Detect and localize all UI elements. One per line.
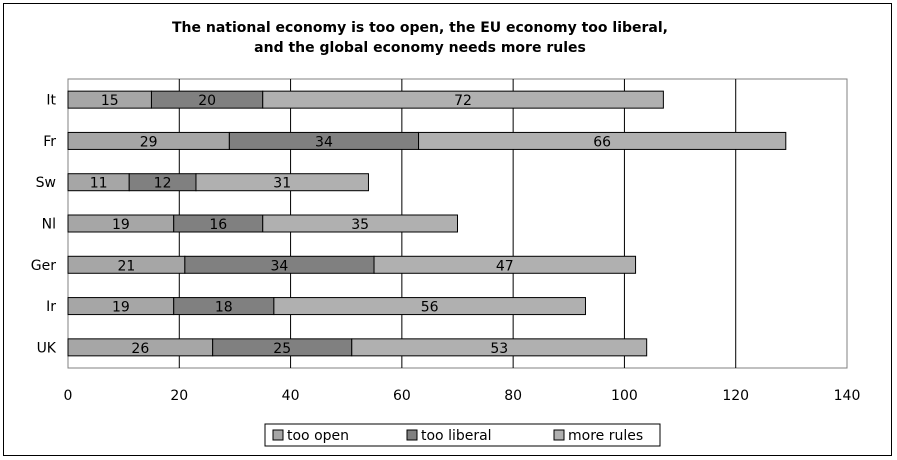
data-label: 19 [112, 217, 130, 233]
data-label: 35 [351, 217, 369, 233]
legend-label: too open [287, 428, 349, 444]
legend-label: too liberal [421, 428, 492, 444]
category-label: Ir [46, 299, 56, 315]
category-label: Nl [42, 217, 56, 233]
bar-segment [351, 338, 648, 357]
x-tick-label: 80 [504, 388, 522, 404]
x-tick-labels: 0 20 40 60 80 100 120 140 [64, 388, 861, 404]
data-label: 19 [112, 300, 130, 316]
data-label: 18 [215, 300, 233, 316]
data-label: 66 [593, 134, 611, 150]
x-tick-label: 0 [64, 388, 73, 404]
bar-segment [418, 131, 787, 150]
x-tick-label: 140 [834, 388, 861, 404]
data-label: 11 [90, 176, 108, 192]
data-label: 25 [273, 341, 291, 357]
legend-swatch [406, 429, 418, 441]
bar-segment [262, 214, 458, 233]
legend-swatch [272, 429, 284, 441]
data-label: 34 [315, 134, 333, 150]
x-tick-label: 20 [170, 388, 188, 404]
data-label: 21 [118, 258, 136, 274]
data-label: 34 [271, 258, 289, 274]
category-label: It [46, 93, 56, 109]
bar-segment [262, 90, 664, 109]
data-label: 15 [101, 93, 119, 109]
bar-segment [195, 173, 369, 192]
x-tick-label: 100 [611, 388, 638, 404]
category-labels: It Fr Sw Nl Ger Ir UK [31, 93, 57, 357]
x-tick-label: 60 [393, 388, 411, 404]
bars [67, 90, 787, 357]
bar-segment [373, 255, 637, 274]
x-tick-label: 120 [722, 388, 749, 404]
category-label: UK [37, 340, 57, 356]
chart-title-line-1: The national economy is too open, the EU… [172, 20, 668, 36]
data-label: 56 [421, 300, 439, 316]
legend: too open too liberal more rules [264, 423, 661, 447]
data-labels: 15 20 72 29 34 66 11 12 31 19 16 35 21 34 47 19 18 56 26 25… [90, 93, 611, 357]
data-label: 29 [140, 134, 158, 150]
x-tick-label: 40 [282, 388, 300, 404]
data-label: 26 [131, 341, 149, 357]
chart-title-line-2: and the global economy needs more rules [254, 40, 586, 56]
category-label: Ger [31, 258, 56, 274]
data-label: 31 [273, 176, 291, 192]
data-label: 47 [496, 258, 514, 274]
bar-segment [273, 297, 586, 316]
data-label: 72 [454, 93, 472, 109]
category-label: Fr [43, 134, 56, 150]
data-label: 53 [490, 341, 508, 357]
legend-swatch [553, 429, 565, 441]
chart-title: The national economy is too open, the EU… [0, 18, 840, 58]
data-label: 12 [154, 176, 172, 192]
legend-label: more rules [568, 428, 643, 444]
data-label: 16 [209, 217, 227, 233]
category-label: Sw [36, 175, 56, 191]
data-label: 20 [198, 93, 216, 109]
